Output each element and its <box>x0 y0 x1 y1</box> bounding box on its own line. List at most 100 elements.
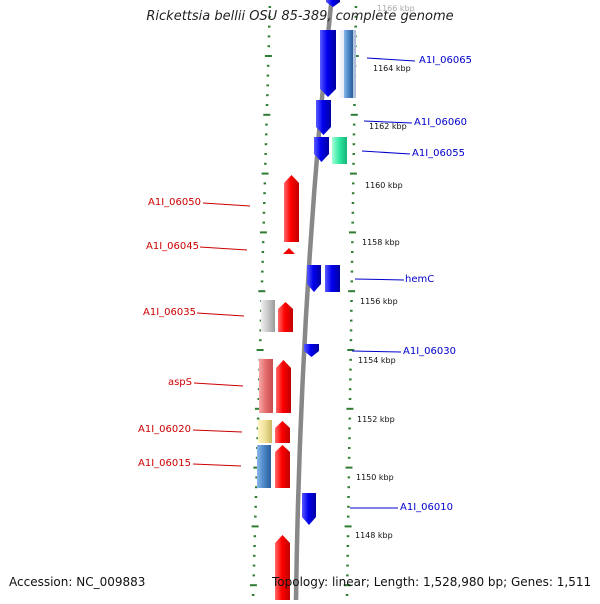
gene-a1i-06015-b <box>257 445 271 488</box>
right-axis-dot <box>348 427 351 430</box>
genome-summary-text: Topology: linear; Length: 1,528,980 bp; … <box>272 575 592 589</box>
left-axis-dot <box>264 143 268 146</box>
forward-strand-genes <box>257 175 299 600</box>
right-axis-dot <box>347 456 351 459</box>
gene-a1i-06020 <box>275 421 290 443</box>
right-axis-major-tick <box>349 231 356 234</box>
left-axis-dot <box>263 202 266 204</box>
left-axis-dot <box>255 476 258 479</box>
gene-label-a1i-06015[interactable]: A1I_06015 <box>138 458 191 469</box>
gene-a1i-06035-b <box>261 300 275 332</box>
right-axis-dot <box>354 15 357 18</box>
right-axis-dot <box>348 437 351 440</box>
right-axis-major-tick <box>346 407 354 410</box>
tick-label: 1164 kbp <box>373 64 411 73</box>
gene-label-a1i-06045[interactable]: A1I_06045 <box>146 241 199 252</box>
tick-label: 1154 kbp <box>358 356 396 365</box>
left-axis-dot <box>263 182 267 185</box>
right-axis-major-tick <box>347 349 355 351</box>
left-axis-dot <box>261 270 264 273</box>
left-axis-dot <box>260 280 264 283</box>
left-axis-dot <box>259 329 262 332</box>
right-axis-dot <box>352 133 356 136</box>
gene-bottom-red <box>275 535 290 600</box>
gene-label-a1i-06065[interactable]: A1I_06065 <box>419 55 472 66</box>
left-axis-dot <box>259 339 262 342</box>
right-axis-dot <box>349 329 353 332</box>
left-axis-dot <box>268 25 271 28</box>
right-axis-dot <box>348 388 352 391</box>
gene-asps-b <box>259 359 273 413</box>
left-axis-dot <box>267 35 271 38</box>
gene-label-a1i-06050[interactable]: A1I_06050 <box>148 197 201 208</box>
right-axis-major-tick <box>350 113 358 116</box>
accession-text: Accession: NC_009883 <box>9 575 146 589</box>
leader-line-asps <box>193 382 244 387</box>
left-axis-dot <box>254 515 257 518</box>
left-axis-dot <box>262 211 266 214</box>
right-axis-dot <box>352 182 355 185</box>
tick-label: 1148 kbp <box>355 531 393 540</box>
left-axis-dot <box>264 162 267 165</box>
right-axis-dot <box>347 486 350 489</box>
gene-a1i-06055 <box>314 137 329 162</box>
gene-label-a1i-06055[interactable]: A1I_06055 <box>412 148 465 159</box>
right-axis-dot <box>347 515 350 518</box>
left-axis-major-tick <box>251 525 259 528</box>
right-axis-dot <box>347 496 350 498</box>
left-axis-dot <box>256 427 260 430</box>
left-axis-dot <box>257 398 260 400</box>
right-axis-dot <box>350 260 354 263</box>
right-axis-dot <box>350 300 353 302</box>
gene-label-a1i-06030[interactable]: A1I_06030 <box>403 346 456 357</box>
left-axis-dot <box>265 123 268 126</box>
left-axis-dot <box>259 319 263 322</box>
gene-label-hemc[interactable]: hemC <box>405 274 435 285</box>
left-axis-major-tick <box>259 231 267 234</box>
right-axis-dot <box>354 25 357 28</box>
right-axis-major-tick <box>348 290 356 293</box>
gene-a1i-06065-c <box>344 30 353 98</box>
genome-title: Rickettsia bellii OSU 85-389, complete g… <box>146 9 454 24</box>
left-axis-dot <box>266 94 269 97</box>
gene-a1i-06010 <box>302 493 316 525</box>
leader-line-a1i-06035 <box>196 312 245 317</box>
right-axis-dot <box>350 280 353 283</box>
gene-label-a1i-06060[interactable]: A1I_06060 <box>414 117 467 128</box>
gene-label-a1i-06010[interactable]: A1I_06010 <box>400 502 453 513</box>
right-axis-major-tick <box>344 525 352 528</box>
right-axis-dot <box>353 104 356 106</box>
left-axis-dot <box>252 564 256 567</box>
right-axis-dot <box>350 270 354 273</box>
leader-line-a1i-06030 <box>351 350 402 353</box>
right-axis-dot <box>348 398 352 400</box>
gene-a1i-06015 <box>275 445 290 488</box>
gene-label-a1i-06020[interactable]: A1I_06020 <box>138 424 191 435</box>
right-leader-lines <box>350 57 416 509</box>
leader-line-a1i-06050 <box>202 202 251 207</box>
left-axis-dot <box>253 545 256 547</box>
left-axis-dot <box>265 104 269 106</box>
left-axis-dot <box>254 496 258 498</box>
reverse-strand-genes <box>302 0 356 525</box>
gene-a1i-06065-partial <box>326 0 340 7</box>
left-axis-major-tick <box>264 55 272 57</box>
left-axis-major-tick <box>254 407 262 410</box>
gene-label-asps[interactable]: aspS <box>167 377 192 388</box>
left-axis-dot <box>251 594 255 596</box>
leader-line-a1i-06060 <box>363 120 413 124</box>
left-axis-dot <box>267 45 270 48</box>
tick-label: 1152 kbp <box>357 415 395 424</box>
left-axis-dot <box>265 133 268 136</box>
right-axis-dot <box>347 505 350 508</box>
right-axis-dot <box>346 554 349 557</box>
left-axis-dot <box>256 417 260 420</box>
right-axis-dot <box>346 564 349 567</box>
left-axis-dot <box>261 260 264 263</box>
gene-a1i-06035 <box>278 302 293 332</box>
right-axis-dot <box>345 594 349 596</box>
right-axis-dot <box>348 447 351 449</box>
gene-label-a1i-06035[interactable]: A1I_06035 <box>143 307 196 318</box>
right-axis-dot <box>349 358 352 361</box>
